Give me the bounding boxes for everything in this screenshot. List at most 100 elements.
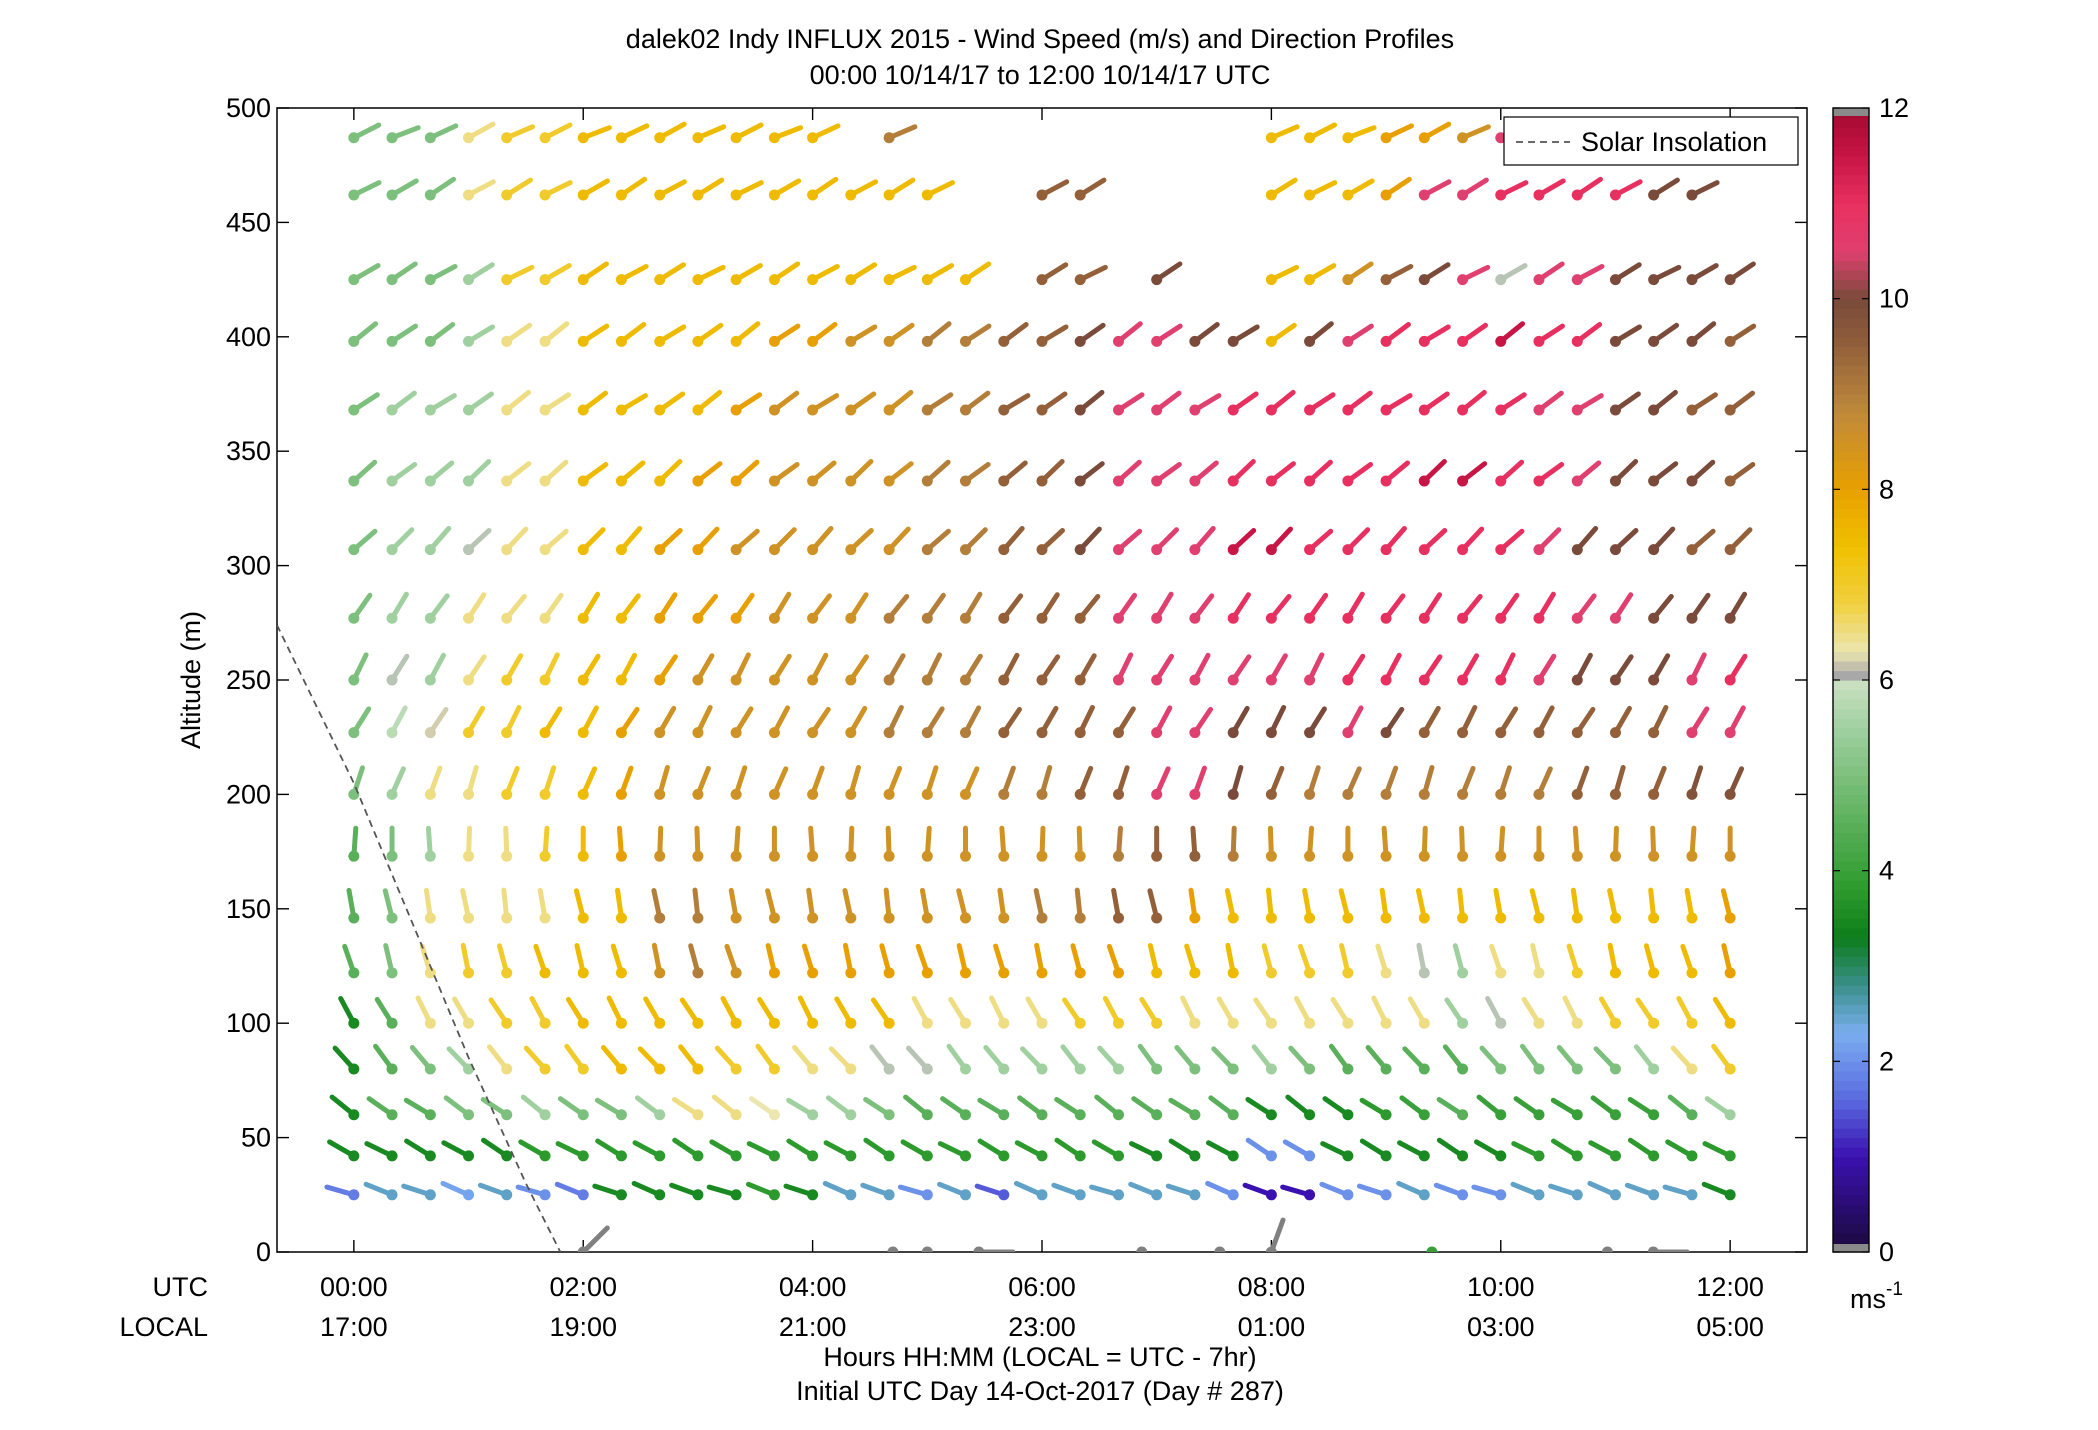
colorbar-segment <box>1833 699 1869 710</box>
wind-vector-head <box>1304 967 1316 979</box>
colorbar-segment <box>1833 1061 1869 1072</box>
colorbar-segment <box>1833 527 1869 538</box>
wind-vector-head <box>654 335 666 347</box>
x-axis-label-day: Initial UTC Day 14-Oct-2017 (Day # 287) <box>796 1376 1284 1406</box>
wind-vector-head <box>1074 788 1086 800</box>
wind-vector-head <box>1036 1109 1048 1121</box>
surface-wind-vector-head <box>577 1246 589 1252</box>
wind-vector-head <box>1571 967 1583 979</box>
wind-vector-head <box>1457 674 1469 686</box>
surface-wind-vector-shaft <box>1139 1249 1147 1252</box>
x-tick-label-local: 21:00 <box>779 1312 847 1342</box>
wind-vector-head <box>386 335 398 347</box>
wind-vector-head <box>845 850 857 862</box>
wind-vector-head <box>348 1150 360 1162</box>
colorbar-segment <box>1833 708 1869 719</box>
wind-vector-head <box>1074 612 1086 624</box>
wind-vector-head <box>1342 404 1354 416</box>
wind-vector-head <box>654 404 666 416</box>
wind-vector-head <box>1533 544 1545 556</box>
wind-vector-head <box>1189 1150 1201 1162</box>
wind-vector-head <box>1227 788 1239 800</box>
wind-vector-head <box>807 544 819 556</box>
colorbar-segment <box>1833 908 1869 919</box>
wind-vector-head <box>998 727 1010 739</box>
wind-vector-head <box>730 850 742 862</box>
wind-vector-head <box>424 189 436 201</box>
wind-vector-head <box>1724 674 1736 686</box>
wind-vector-head <box>1457 1109 1469 1121</box>
wind-vector-head <box>1457 1150 1469 1162</box>
wind-vector-head <box>1036 1063 1048 1075</box>
wind-vector-head <box>1495 189 1507 201</box>
wind-vector-head <box>998 544 1010 556</box>
wind-vector-head <box>463 912 475 924</box>
colorbar-segment <box>1833 146 1869 157</box>
wind-vector-head <box>1457 335 1469 347</box>
wind-vector-head <box>1648 1063 1660 1075</box>
wind-vector-head <box>692 132 704 144</box>
wind-vector-head <box>424 1189 436 1201</box>
wind-vector-head <box>577 727 589 739</box>
wind-vector-head <box>424 404 436 416</box>
wind-vector-head <box>654 788 666 800</box>
wind-vector-head <box>1151 1017 1163 1029</box>
wind-vector-head <box>921 674 933 686</box>
colorbar-segment <box>1833 346 1869 357</box>
colorbar-segment <box>1833 794 1869 805</box>
wind-vector-head <box>1265 544 1277 556</box>
wind-vector-head <box>1189 727 1201 739</box>
y-axis: 0 50 100 150 200 250 300 350 400 450 500 <box>226 93 1807 1267</box>
wind-vector-head <box>1648 189 1660 201</box>
wind-vector-head <box>692 404 704 416</box>
wind-vector-head <box>1265 912 1277 924</box>
wind-vector-head <box>1036 544 1048 556</box>
wind-vector-head <box>501 727 513 739</box>
wind-vector-head <box>883 727 895 739</box>
surface-wind-vector-shaft <box>580 1225 610 1252</box>
wind-vector-head <box>883 674 895 686</box>
wind-vector-head <box>1609 475 1621 487</box>
wind-vector-head <box>1151 612 1163 624</box>
wind-vector-head <box>501 1189 513 1201</box>
wind-vector-head <box>1380 1189 1392 1201</box>
wind-vector-head <box>1533 727 1545 739</box>
wind-vector-head <box>1189 850 1201 862</box>
wind-vector-head <box>1113 850 1124 862</box>
y-tick-label: 200 <box>226 779 271 809</box>
wind-vector-head <box>960 544 971 556</box>
colorbar-tick-label: 4 <box>1879 856 1894 886</box>
colorbar-segment <box>1833 756 1869 767</box>
wind-vector-head <box>615 674 627 686</box>
wind-vector-head <box>1571 335 1583 347</box>
wind-vector-head <box>577 788 589 800</box>
wind-vector-head <box>424 274 436 286</box>
wind-vector-head <box>1495 1150 1507 1162</box>
wind-vector-head <box>1342 612 1354 624</box>
wind-vector-head <box>1265 189 1277 201</box>
wind-vector-head <box>1036 404 1048 416</box>
wind-vector-head <box>1571 274 1583 286</box>
wind-vector-head <box>654 674 666 686</box>
x-axis: 00:00 17:00 02:00 19:00 04:00 21:00 06:00 23:00… <box>320 108 1764 1342</box>
wind-vector-head <box>1036 674 1048 686</box>
wind-vector-head <box>1265 1109 1277 1121</box>
colorbar-segment <box>1833 174 1869 185</box>
wind-vector-head <box>1457 1063 1469 1075</box>
colorbar: 0 2 4 6 8 10 12 <box>1832 93 1909 1267</box>
wind-vector-head <box>1227 544 1239 556</box>
wind-vector-head <box>768 475 780 487</box>
wind-vector-head <box>1418 475 1430 487</box>
wind-vector-head <box>424 912 436 924</box>
surface-wind-vector-head <box>921 1246 933 1252</box>
colorbar-segment <box>1833 975 1869 986</box>
x-tick-label-local: 05:00 <box>1696 1312 1764 1342</box>
legend-entry-solar-insolation: Solar Insolation <box>1581 127 1767 157</box>
colorbar-segment <box>1833 127 1869 138</box>
wind-vector-head <box>1265 612 1277 624</box>
wind-vector-head <box>1571 612 1583 624</box>
colorbar-segment <box>1833 374 1869 386</box>
wind-vector-head <box>921 404 933 416</box>
wind-vector-head <box>1495 1189 1507 1201</box>
colorbar-tick-label: 6 <box>1879 665 1894 695</box>
